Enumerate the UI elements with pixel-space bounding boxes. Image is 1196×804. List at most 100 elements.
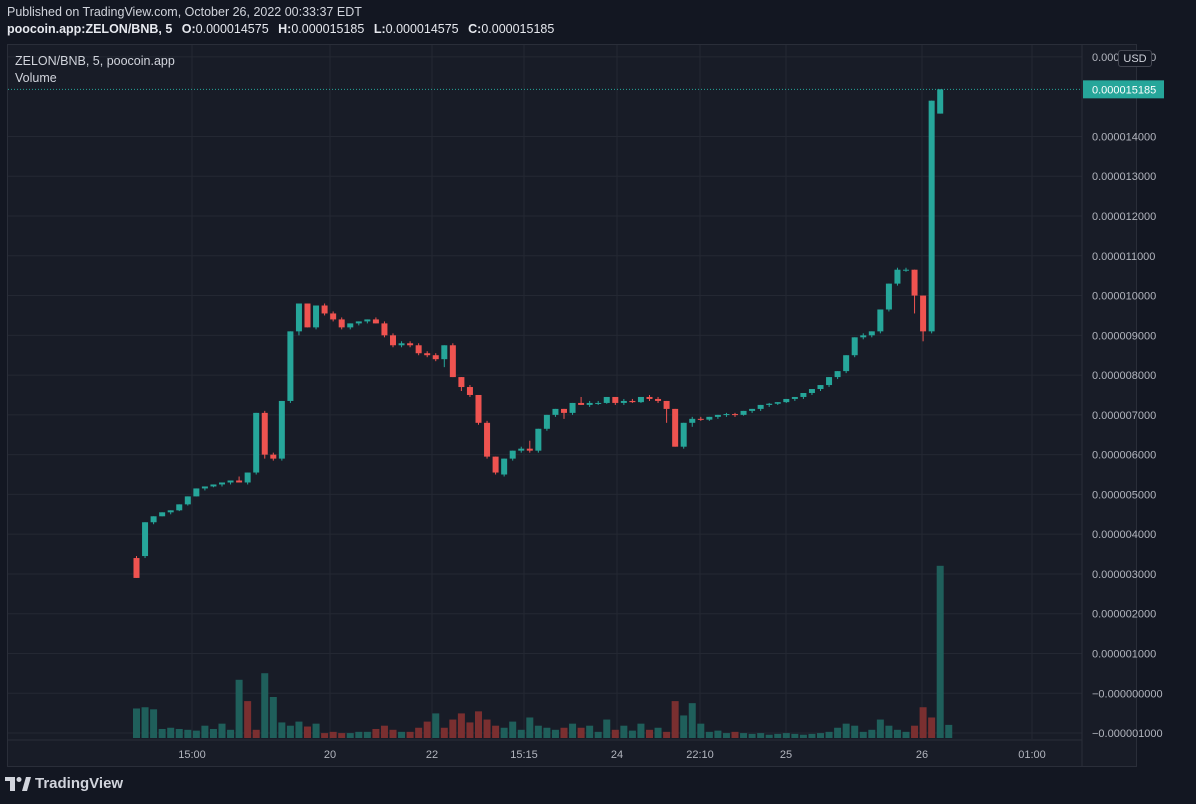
candle-body (749, 408, 756, 411)
tradingview-brand: TradingView (35, 775, 124, 792)
volume-bar (808, 733, 816, 738)
tradingview-logo[interactable]: TradingView (5, 775, 123, 792)
volume-bar (483, 719, 491, 738)
volume-bar (911, 725, 919, 738)
volume-bar (876, 719, 884, 738)
symbol-ohlc-line: poocoin.app:ZELON/BNB, 5 O:0.000014575 H… (7, 22, 554, 36)
volume-bar (945, 724, 953, 738)
price-tick-label: 0.000001000 (1092, 648, 1156, 660)
time-tick-label: 25 (780, 749, 792, 761)
candle-body (176, 504, 183, 511)
volume-bar (902, 731, 910, 738)
candle-body (655, 398, 662, 401)
volume-bar (637, 723, 645, 738)
volume-bar (919, 707, 927, 738)
candle-body (184, 496, 191, 505)
time-tick-label: 24 (611, 749, 623, 761)
volume-bar (646, 729, 653, 738)
candle-body (894, 269, 901, 284)
legend-volume: Volume (15, 71, 57, 85)
volume-bar (235, 679, 243, 738)
volume-bar (338, 733, 346, 738)
candle-body (620, 400, 627, 403)
volume-bar (227, 729, 235, 738)
candle-body (663, 400, 670, 409)
volume-bar (457, 713, 465, 738)
candle-body (595, 402, 602, 404)
volume-bar (748, 733, 756, 738)
volume-bar (423, 721, 431, 738)
candle-body (808, 389, 815, 393)
candle-body (466, 387, 473, 395)
volume-bar (731, 731, 739, 738)
volume-bar (500, 727, 508, 738)
volume-bar (603, 719, 611, 738)
close-label: C: (468, 22, 482, 36)
volume-bar (928, 717, 936, 738)
volume-bar (765, 734, 773, 738)
candle-body (732, 414, 738, 416)
candle-body (774, 402, 781, 404)
candle-body (210, 484, 217, 487)
volume-bar (551, 729, 559, 738)
volume-bar (893, 729, 901, 738)
price-tick-label: 0.000011000 (1092, 251, 1155, 263)
candle-body (629, 400, 636, 403)
volume-bar (440, 727, 448, 738)
volume-bar (355, 731, 363, 738)
volume-bar (722, 733, 730, 738)
candle-body (475, 394, 482, 423)
volume-bar (269, 697, 277, 738)
candle-body (304, 303, 311, 328)
published-caption: Published on TradingView.com, October 26… (7, 5, 362, 19)
volume-bar (201, 725, 209, 738)
candle-body (561, 408, 567, 413)
candle-body (920, 295, 927, 332)
price-axis: 0.0000160000.0000140000.0000130000.00001… (1081, 45, 1163, 766)
candle-body (697, 418, 704, 420)
tradingview-logo-icon (5, 776, 31, 791)
volume-bar (150, 709, 158, 738)
candle-body (646, 396, 653, 399)
candle-body (680, 422, 687, 447)
volume-bar (312, 723, 320, 738)
candles (133, 89, 944, 578)
candle-body (834, 371, 841, 378)
currency-button[interactable]: USD (1118, 50, 1152, 67)
price-tick-label: 0.000010000 (1092, 291, 1156, 303)
volume-bar (321, 733, 329, 738)
volume-bar (628, 730, 636, 738)
volume-bar (799, 734, 807, 738)
volume-bar (244, 701, 252, 738)
volume-bar (611, 729, 619, 738)
candle-body (364, 319, 371, 322)
candle-body (860, 335, 867, 338)
candle-body (552, 408, 559, 415)
volume-bar (697, 723, 705, 738)
volume-bar (834, 727, 842, 738)
volume-bar (757, 733, 765, 738)
close-value: 0.000015185 (481, 22, 555, 36)
candle-body (706, 416, 713, 420)
volume-bar (261, 673, 269, 738)
volume-bar (346, 733, 354, 738)
volume-bar (859, 731, 867, 738)
volume-bar (560, 727, 568, 738)
volume-bar (791, 733, 799, 738)
volume-bar (782, 733, 790, 738)
volume-bar (286, 725, 294, 738)
last-price-marker: 0.000015185 (8, 80, 1164, 99)
candle-body (415, 345, 422, 354)
candle-body (535, 428, 542, 451)
volume-bar (594, 731, 602, 738)
volume-bar (158, 728, 166, 738)
last-price-label: 0.000015185 (1092, 84, 1156, 96)
volume-bar (432, 713, 440, 738)
time-tick-label: 26 (916, 749, 928, 761)
symbol-label: poocoin.app:ZELON/BNB, 5 (7, 22, 173, 36)
price-tick-label: 0.000012000 (1092, 211, 1156, 223)
candle-body (492, 456, 499, 473)
candle-body (142, 522, 149, 557)
high-value: 0.000015185 (291, 22, 365, 36)
